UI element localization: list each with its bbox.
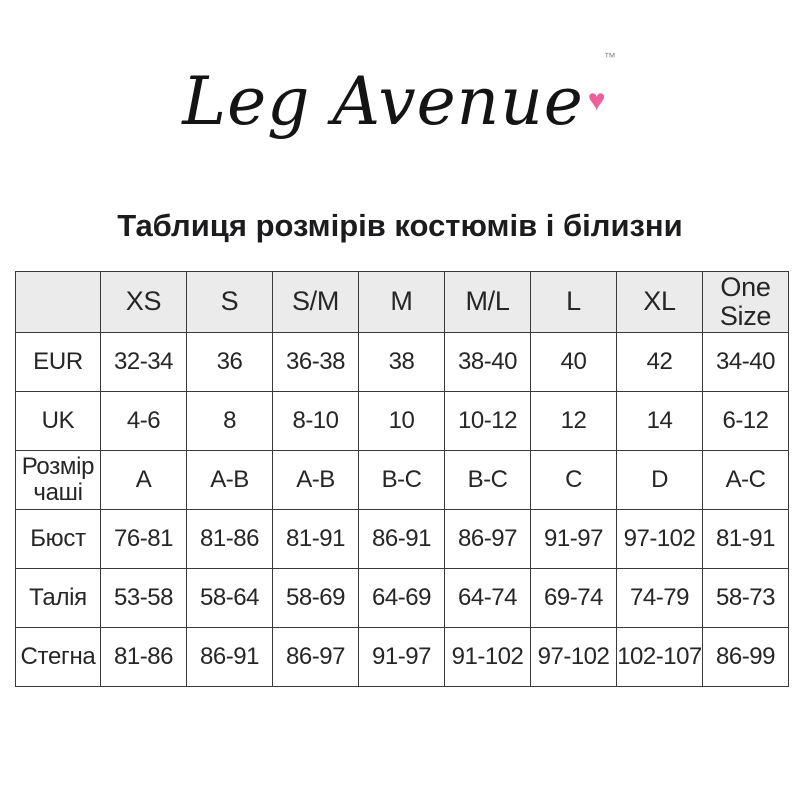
table-cell: 86-91 bbox=[186, 627, 273, 687]
table-cell: A bbox=[100, 450, 187, 510]
table-cell: 86-99 bbox=[702, 627, 789, 687]
table-cell: 91-97 bbox=[530, 509, 617, 569]
table-cell: 58-64 bbox=[186, 568, 273, 628]
row-label: Талія bbox=[15, 568, 101, 628]
table-cell: 81-91 bbox=[272, 509, 359, 569]
table-cell: 81-86 bbox=[186, 509, 273, 569]
column-header-sm: S/M bbox=[272, 271, 359, 333]
row-label: UK bbox=[15, 391, 101, 451]
table-cell: 81-91 bbox=[702, 509, 789, 569]
row-label: EUR bbox=[15, 332, 101, 392]
table-cell: B-C bbox=[444, 450, 531, 510]
column-header-xs: XS bbox=[100, 271, 187, 333]
table-cell: A-C bbox=[702, 450, 789, 510]
logo-text: Leg Avenue bbox=[182, 63, 584, 140]
table-cell: A-B bbox=[272, 450, 359, 510]
table-row-cup-size: Розмір чаші A A-B A-B B-C B-C C D A-C bbox=[15, 450, 789, 510]
table-cell: 86-97 bbox=[272, 627, 359, 687]
table-cell: 40 bbox=[530, 332, 617, 392]
table-cell: 10-12 bbox=[444, 391, 531, 451]
table-cell: 64-69 bbox=[358, 568, 445, 628]
table-cell: 32-34 bbox=[100, 332, 187, 392]
table-cell: 81-86 bbox=[100, 627, 187, 687]
table-row-hips: Стегна 81-86 86-91 86-97 91-97 91-102 97… bbox=[15, 627, 789, 687]
column-header-m: M bbox=[358, 271, 445, 333]
table-cell: 69-74 bbox=[530, 568, 617, 628]
table-cell: 64-74 bbox=[444, 568, 531, 628]
table-cell: 53-58 bbox=[100, 568, 187, 628]
corner-cell bbox=[15, 271, 101, 333]
table-cell: 58-69 bbox=[272, 568, 359, 628]
row-label: Бюст bbox=[15, 509, 101, 569]
table-cell: 97-102 bbox=[616, 509, 703, 569]
heart-icon: ♥ bbox=[587, 84, 606, 117]
row-label: Розмір чаші bbox=[15, 450, 101, 510]
table-cell: 36 bbox=[186, 332, 273, 392]
table-cell: 6-12 bbox=[702, 391, 789, 451]
trademark-symbol: ™ bbox=[603, 50, 616, 64]
table-cell: 34-40 bbox=[702, 332, 789, 392]
table-cell: 8 bbox=[186, 391, 273, 451]
table-row-bust: Бюст 76-81 81-86 81-91 86-91 86-97 91-97… bbox=[15, 509, 789, 569]
table-cell: 38-40 bbox=[444, 332, 531, 392]
logo-mark: ™ ♥ bbox=[584, 50, 618, 124]
table-cell: 86-97 bbox=[444, 509, 531, 569]
table-row-waist: Талія 53-58 58-64 58-69 64-69 64-74 69-7… bbox=[15, 568, 789, 628]
column-header-l: L bbox=[530, 271, 617, 333]
table-cell: 8-10 bbox=[272, 391, 359, 451]
size-chart-table: XS S S/M M M/L L XL One Size EUR 32-34 3… bbox=[15, 271, 789, 687]
table-cell: A-B bbox=[186, 450, 273, 510]
table-cell: 76-81 bbox=[100, 509, 187, 569]
leg-avenue-logo: Leg Avenue ™ ♥ bbox=[0, 50, 800, 152]
table-cell: 58-73 bbox=[702, 568, 789, 628]
table-row-uk: UK 4-6 8 8-10 10 10-12 12 14 6-12 bbox=[15, 391, 789, 451]
table-cell: 102-107 bbox=[616, 627, 703, 687]
column-header-ml: M/L bbox=[444, 271, 531, 333]
table-header-row: XS S S/M M M/L L XL One Size bbox=[15, 271, 789, 333]
table-cell: 42 bbox=[616, 332, 703, 392]
column-header-xl: XL bbox=[616, 271, 703, 333]
table-cell: C bbox=[530, 450, 617, 510]
table-cell: 91-97 bbox=[358, 627, 445, 687]
table-cell: 10 bbox=[358, 391, 445, 451]
table-cell: 38 bbox=[358, 332, 445, 392]
row-label: Стегна bbox=[15, 627, 101, 687]
table-cell: 91-102 bbox=[444, 627, 531, 687]
table-cell: 74-79 bbox=[616, 568, 703, 628]
table-cell: 36-38 bbox=[272, 332, 359, 392]
table-row-eur: EUR 32-34 36 36-38 38 38-40 40 42 34-40 bbox=[15, 332, 789, 392]
page-title: Таблиця розмірів костюмів і білизни bbox=[117, 208, 683, 243]
table-cell: 12 bbox=[530, 391, 617, 451]
table-cell: 4-6 bbox=[100, 391, 187, 451]
table-cell: D bbox=[616, 450, 703, 510]
column-header-s: S bbox=[186, 271, 273, 333]
table-cell: 14 bbox=[616, 391, 703, 451]
column-header-one-size: One Size bbox=[702, 271, 789, 333]
table-cell: 86-91 bbox=[358, 509, 445, 569]
table-cell: B-C bbox=[358, 450, 445, 510]
table-cell: 97-102 bbox=[530, 627, 617, 687]
